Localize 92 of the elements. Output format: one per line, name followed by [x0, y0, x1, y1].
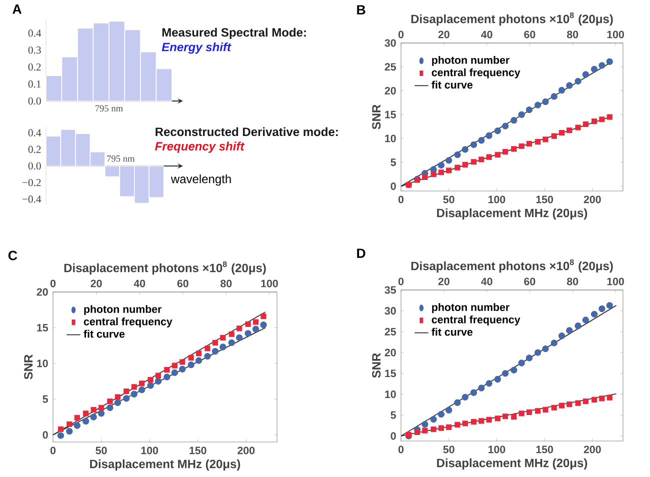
x-tick-label: 150	[536, 446, 553, 454]
chart-title: B	[357, 5, 366, 14]
x-tick-label: 0	[398, 196, 404, 204]
x-tick-label: 50	[443, 446, 454, 454]
y-tick-label: 20	[36, 288, 48, 296]
y-tick-label: 0.4	[28, 129, 42, 136]
x2-tick-label: 60	[177, 280, 188, 288]
y-tick-label: 5	[390, 158, 396, 166]
y-tick-label: 20	[384, 348, 396, 356]
annotation: Frequency shift	[155, 142, 245, 153]
y-tick-label: 25	[384, 328, 396, 336]
x-axis-title: wavelength	[170, 174, 231, 186]
x2-tick-label: 100	[607, 278, 624, 286]
x2-tick-label: 40	[481, 278, 492, 286]
y-tick-label: 0.0	[28, 97, 41, 105]
x-tick-label: 100	[488, 446, 506, 454]
y-tick-label: 0.4	[28, 30, 42, 37]
y-tick-label: 5	[42, 395, 48, 403]
y-tick-label: 20	[384, 86, 396, 95]
x2-tick-label: 100	[261, 280, 278, 288]
y-tick-label: 10	[37, 360, 48, 368]
legend-label: fit curve	[432, 80, 473, 89]
x-tick-label: 0	[398, 446, 404, 454]
y-tick-label: 15	[385, 110, 396, 118]
legend-label: fit curve	[84, 330, 125, 338]
x2-tick-label: 60	[524, 278, 536, 286]
y-tick-label: 0	[390, 432, 396, 440]
x-axis-title: Disaplacement MHz (20μs)	[90, 459, 240, 471]
chart-title: D	[357, 248, 366, 258]
x2-tick-label: 40	[134, 280, 146, 288]
annotation: Reconstructed Derivative mode:	[156, 127, 338, 136]
y-tick-label: 10	[385, 390, 396, 398]
x2-tick-label: 20	[438, 278, 450, 286]
x2-tick-label: 0	[398, 278, 404, 286]
x-tick-label: 50	[443, 196, 454, 204]
x2-tick-label: 80	[220, 280, 232, 288]
legend-label: photon number	[84, 305, 162, 316]
y-tick-label: 0.2	[28, 63, 41, 71]
y-tick-label: 30	[384, 307, 396, 315]
x2-tick-label: 20	[438, 30, 450, 38]
y-tick-label: 0.0	[28, 162, 41, 170]
x-axis-title: Disaplacement MHz (20μs)	[437, 458, 588, 470]
legend-label: central frequency	[84, 317, 172, 328]
y-tick-label: 0	[390, 182, 396, 190]
x2-axis-title: Disaplacement photons ×10$^{8}$ (20μs)	[411, 12, 613, 26]
x2-tick-label: 80	[566, 278, 578, 286]
y-tick-label: 0.3	[28, 46, 41, 54]
y-tick-label: 10	[385, 134, 396, 142]
x2-tick-label: 100	[607, 30, 624, 38]
y-tick-label: 15	[37, 324, 48, 332]
x-tick-label: 150	[536, 196, 553, 204]
y-tick-label: 0.1	[28, 80, 41, 88]
chart-title: A	[12, 4, 22, 14]
x2-tick-label: 80	[566, 30, 578, 38]
y-tick-label: 30	[384, 39, 396, 47]
chart-title: C	[8, 250, 18, 260]
y-tick-label: 35	[384, 286, 396, 294]
legend-label: photon number	[432, 303, 510, 314]
y-axis-title: SNR	[372, 104, 381, 130]
y-tick-label: −0.2	[22, 178, 41, 186]
y-axis-title: SNR	[24, 354, 33, 380]
annotation: Energy shift	[162, 42, 232, 54]
x-tick-label: 200	[238, 446, 255, 454]
x-tick-label: 200	[584, 446, 601, 454]
legend-label: fit curve	[432, 328, 473, 336]
x2-tick-label: 60	[524, 30, 536, 38]
x2-tick-label: 20	[90, 280, 102, 288]
y-tick-label: 15	[385, 370, 396, 378]
x2-tick-label: 0	[50, 280, 56, 288]
legend-label: photon number	[432, 56, 510, 66]
y-tick-label: −0.4	[22, 196, 42, 203]
y-tick-label: 5	[390, 411, 396, 419]
x-axis-title: Disaplacement MHz (20μs)	[437, 208, 588, 220]
x-tick-label: 200	[584, 196, 601, 204]
x-tick-label: 0	[50, 446, 56, 454]
x2-axis-title: Disaplacement photons ×10$^{8}$ (20μs)	[411, 259, 613, 273]
y-axis-title: SNR	[372, 353, 381, 378]
text: 795 nm	[95, 105, 123, 112]
x-tick-label: 100	[141, 446, 158, 454]
legend-label: central frequency	[432, 316, 520, 326]
y-tick-label: 25	[384, 63, 396, 71]
x-tick-label: 100	[488, 196, 506, 204]
x2-tick-label: 40	[481, 30, 492, 38]
x2-tick-label: 0	[398, 30, 404, 38]
x-tick-label: 150	[190, 446, 206, 454]
legend-label: central frequency	[432, 68, 520, 78]
x-tick-label: 50	[96, 446, 107, 454]
annotation: Measured Spectral Mode:	[162, 28, 306, 40]
annotation: 795 nm	[107, 155, 135, 162]
x2-axis-title: Disaplacement photons ×10$^{8}$ (20μs)	[64, 261, 266, 275]
y-tick-label: 0.2	[28, 146, 41, 154]
y-tick-label: 0	[42, 431, 48, 439]
